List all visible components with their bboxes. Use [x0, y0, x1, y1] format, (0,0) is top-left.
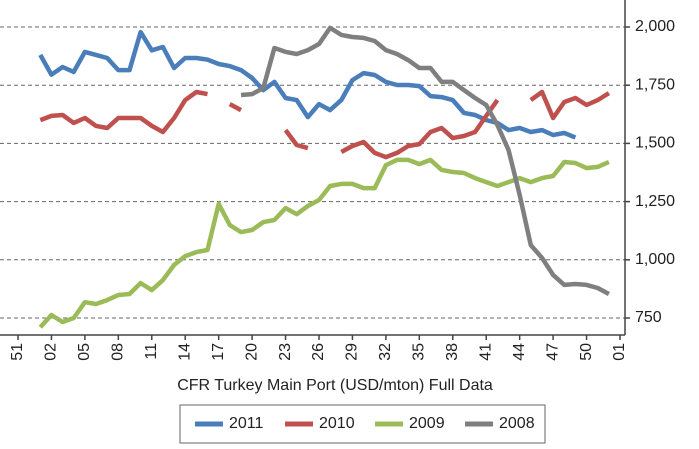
x-tick-label: 29 — [344, 343, 361, 361]
x-tick-label: 50 — [578, 343, 595, 361]
series-line — [38, 29, 577, 140]
x-tick-label: 02 — [43, 343, 60, 361]
series-line — [39, 89, 611, 160]
legend-label: 2010 — [319, 415, 355, 432]
x-tick-label: 17 — [210, 343, 227, 361]
y-tick-label: 1,250 — [635, 193, 675, 210]
x-tick-label: 51 — [9, 343, 26, 361]
series-line — [240, 25, 610, 296]
legend-label: 2008 — [499, 415, 535, 432]
x-tick-label: 38 — [444, 343, 461, 361]
x-tick-label: 47 — [544, 343, 561, 361]
y-tick-label: 1,750 — [635, 76, 675, 93]
x-tick-label: 26 — [310, 343, 327, 361]
y-tick-label: 1,500 — [635, 135, 675, 152]
x-tick-label: 08 — [110, 343, 127, 361]
x-tick-label: 01 — [611, 343, 628, 361]
legend-label: 2009 — [409, 415, 445, 432]
x-tick-label: 32 — [377, 343, 394, 361]
series-line — [38, 157, 610, 329]
x-tick-label: 23 — [277, 343, 294, 361]
x-tick-label: 05 — [76, 343, 93, 361]
y-tick-label: 2,000 — [635, 18, 675, 35]
legend-label: 2011 — [229, 415, 264, 432]
x-tick-label: 20 — [243, 343, 260, 361]
x-tick-label: 41 — [477, 343, 494, 361]
x-tick-label: 44 — [511, 343, 528, 361]
x-tick-label: 35 — [411, 343, 428, 361]
x-tick-label: 11 — [143, 343, 160, 360]
y-tick-label: 1,000 — [635, 251, 675, 268]
y-tick-label: 750 — [635, 309, 662, 326]
x-tick-label: 14 — [176, 343, 193, 361]
x-axis-title: CFR Turkey Main Port (USD/mton) Full Dat… — [177, 377, 493, 394]
